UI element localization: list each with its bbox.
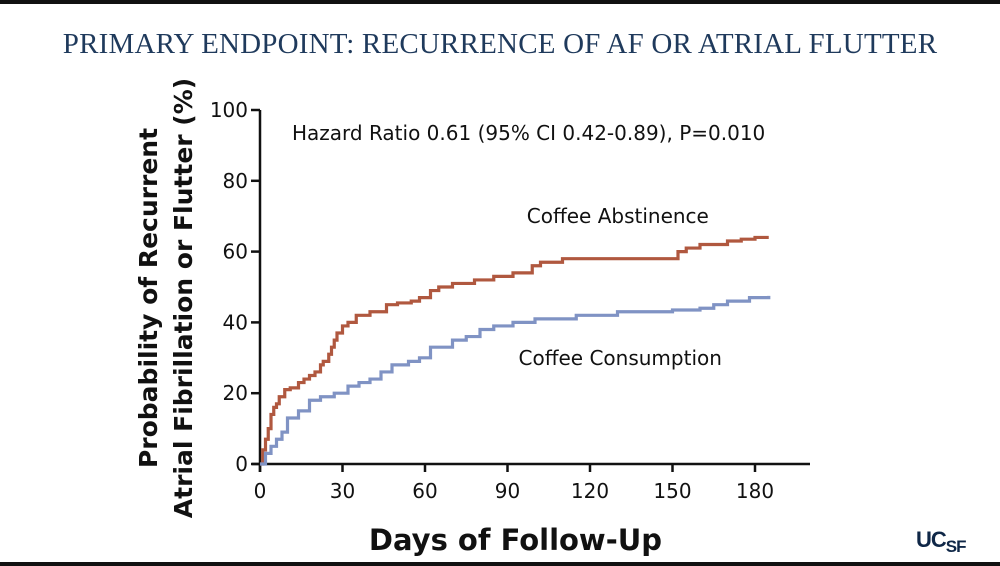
series-line-coffee-consumption bbox=[260, 295, 771, 466]
x-tick-label: 180 bbox=[736, 479, 774, 503]
x-tick-label: 150 bbox=[653, 479, 691, 503]
x-tick-label: 120 bbox=[571, 479, 609, 503]
series-line-coffee-abstinence bbox=[260, 235, 769, 466]
x-tick-label: 0 bbox=[254, 479, 267, 503]
y-tick-label: 60 bbox=[223, 240, 248, 264]
hazard-ratio-annotation: Hazard Ratio 0.61 (95% CI 0.42-0.89), P=… bbox=[292, 121, 765, 145]
ucsf-logo: UCSF bbox=[916, 527, 967, 556]
y-tick-label: 20 bbox=[223, 381, 248, 405]
y-axis-title-line2: Atrial Fibrillation or Flutter (%) bbox=[169, 78, 198, 518]
x-axis-title: Days of Follow-Up bbox=[369, 523, 662, 557]
top-border bbox=[0, 0, 1000, 4]
series-labels: Coffee Abstinence Coffee Consumption bbox=[519, 204, 722, 370]
y-axis-title-line1: Probability of Recurrent bbox=[134, 128, 163, 468]
y-tick-label: 40 bbox=[223, 310, 248, 334]
series-lines bbox=[260, 235, 771, 466]
slide-title: PRIMARY ENDPOINT: RECURRENCE OF AF OR AT… bbox=[62, 28, 938, 60]
y-tick-label: 80 bbox=[223, 169, 248, 193]
x-tick-label: 90 bbox=[495, 479, 520, 503]
series-label-coffee-consumption: Coffee Consumption bbox=[519, 346, 722, 370]
series-label-coffee-abstinence: Coffee Abstinence bbox=[527, 204, 709, 228]
x-tick-label: 30 bbox=[330, 479, 355, 503]
logo-main: UC bbox=[916, 527, 947, 552]
bottom-border bbox=[0, 562, 1000, 566]
logo-sub: SF bbox=[945, 537, 967, 556]
y-tick-label: 100 bbox=[210, 98, 248, 122]
y-tick-label: 0 bbox=[235, 452, 248, 476]
y-axis-title: Probability of Recurrent Atrial Fibrilla… bbox=[134, 78, 198, 518]
x-tick-label: 60 bbox=[412, 479, 437, 503]
axes: 0 20 40 60 80 100 0 30 60 90 120 150 180 bbox=[210, 98, 810, 503]
